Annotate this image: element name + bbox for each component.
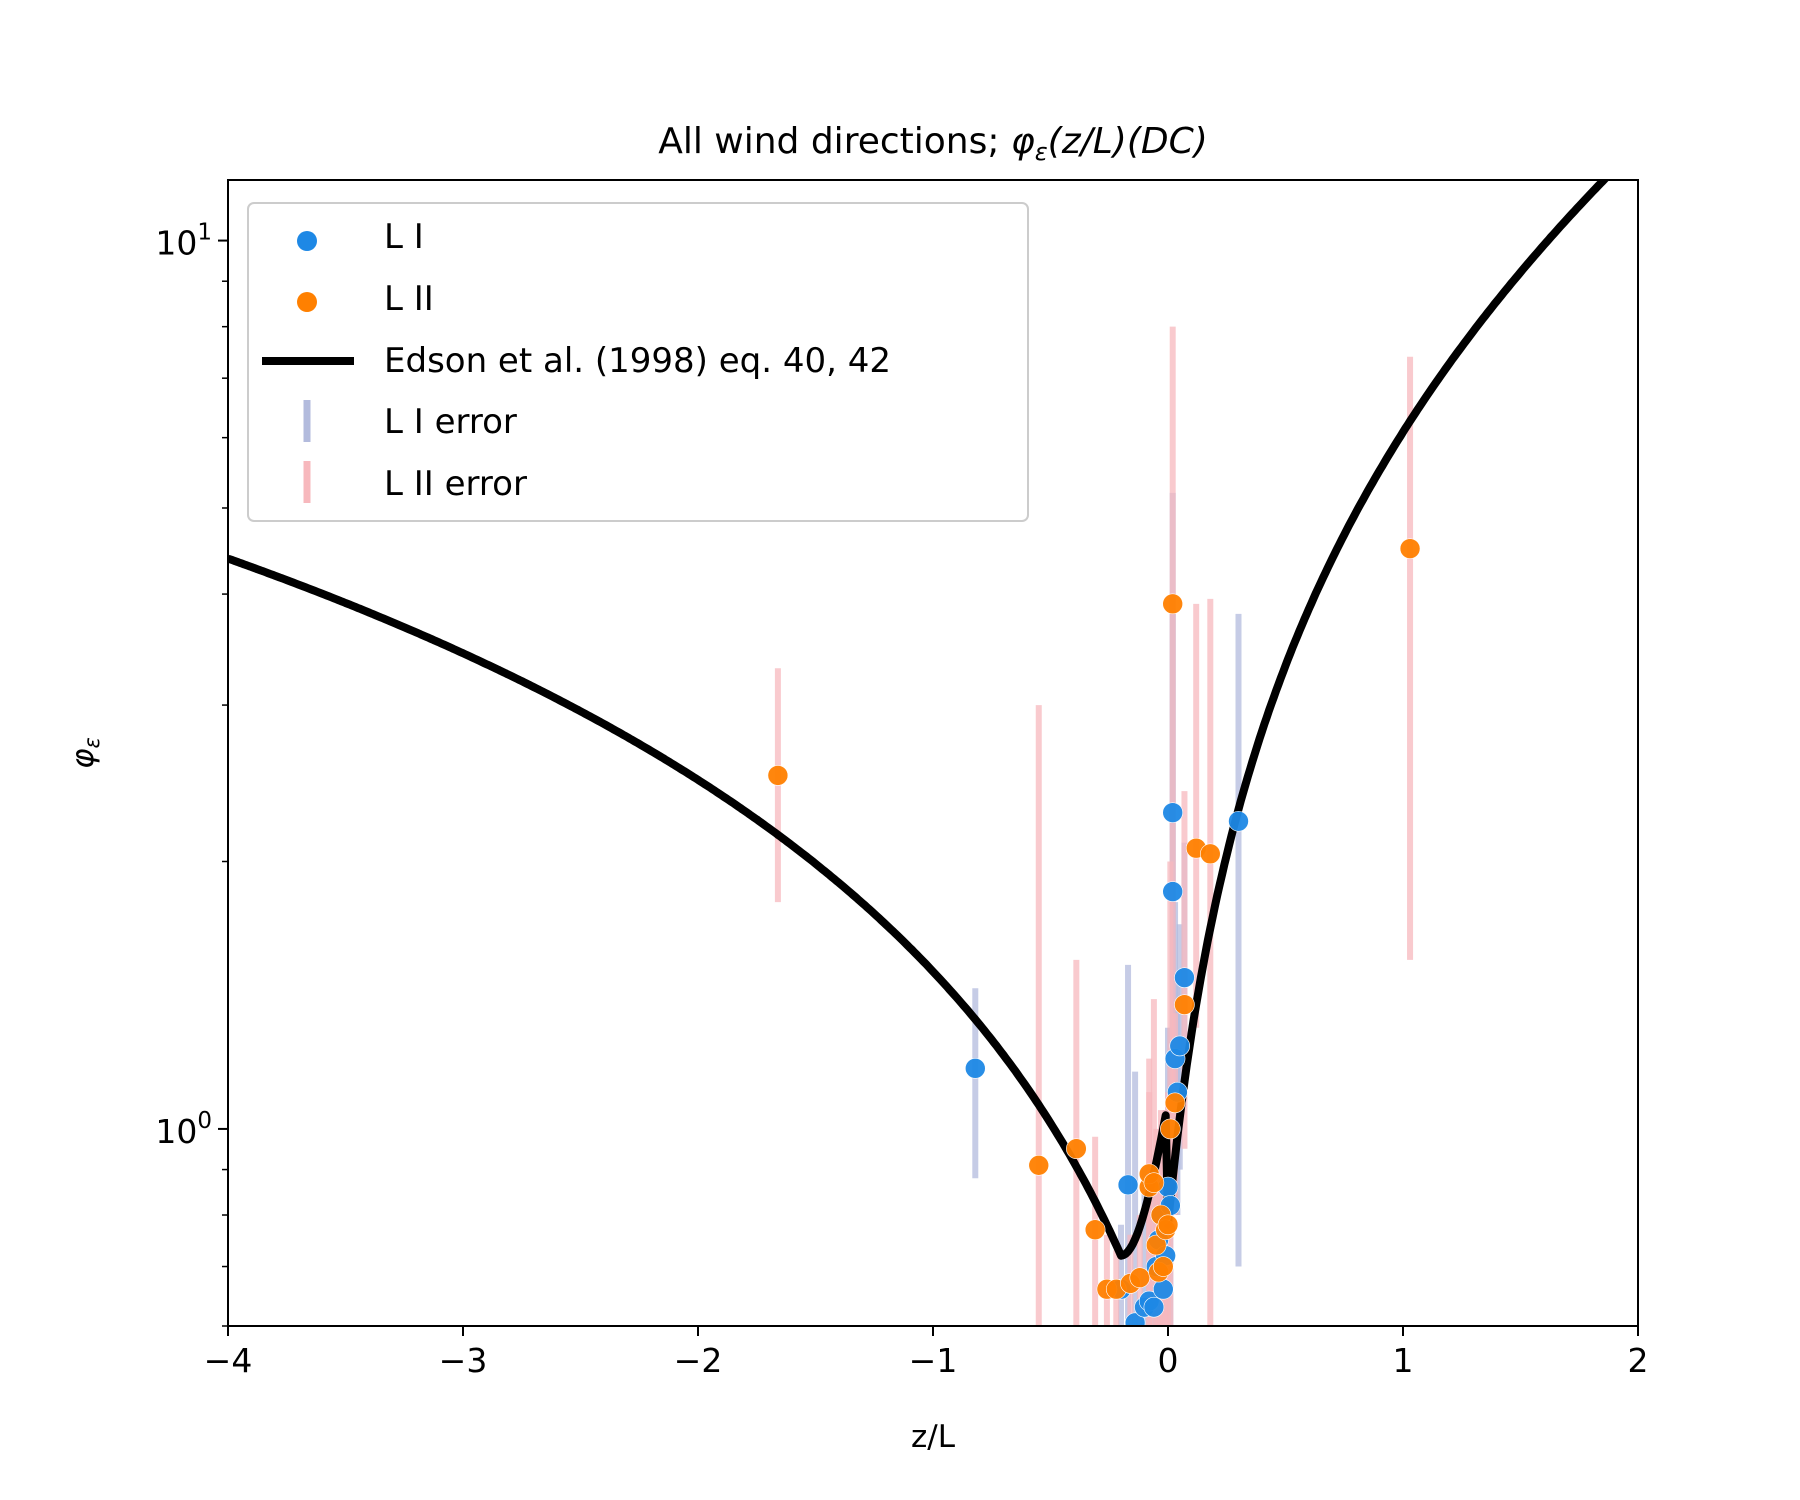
l2-point <box>1174 994 1195 1015</box>
legend-marker-l1 <box>297 231 317 251</box>
l1-point <box>1143 1296 1165 1318</box>
y-tick-label: 100 <box>155 1108 212 1151</box>
legend-label-l1-error: L I error <box>384 402 517 442</box>
data-points <box>767 538 1421 1326</box>
y-axis-label-symbol: φ <box>65 748 101 769</box>
l2-point <box>767 765 789 786</box>
l2-point <box>1066 1138 1087 1160</box>
legend-label-l2-error: L II error <box>384 464 527 504</box>
l2-point <box>1028 1155 1050 1176</box>
chart-title: All wind directions; φε(z/L)(DC) <box>658 121 1208 166</box>
x-tick-label: 2 <box>1628 1341 1649 1380</box>
legend-label-l1: L I <box>384 217 424 257</box>
l2-point <box>1164 1092 1186 1114</box>
l1-point <box>1117 1174 1139 1196</box>
l2-point <box>1153 1256 1174 1277</box>
x-tick-label: −1 <box>909 1341 958 1380</box>
l2-point <box>1143 1172 1165 1193</box>
l2-point <box>1145 1234 1167 1256</box>
l1-point <box>1162 802 1183 823</box>
legend: L I L II Edson et al. (1998) eq. 40, 42 … <box>247 202 1029 522</box>
chart-title-rest: (z/L)(DC) <box>1048 121 1208 162</box>
fit-curve-layer <box>228 180 1610 1260</box>
l2-point <box>1399 538 1421 559</box>
l2-point <box>1162 593 1183 615</box>
y-axis-label-subscript: ε <box>80 737 104 748</box>
l1-point <box>1228 810 1249 832</box>
fit-curve <box>228 180 1610 1260</box>
l2-point <box>1200 843 1221 865</box>
chart-title-text: All wind directions; <box>658 121 1011 162</box>
x-tick-label: −3 <box>439 1341 488 1380</box>
l2-point <box>1084 1219 1106 1241</box>
chart-title-symbol: φ <box>1011 121 1035 162</box>
l2-point <box>1160 1118 1181 1140</box>
legend-box <box>247 202 1029 522</box>
l1-point <box>1169 1035 1191 1057</box>
l2-point <box>1129 1267 1151 1289</box>
y-tick-label: 101 <box>155 220 212 263</box>
x-tick-label: −4 <box>204 1341 253 1380</box>
x-axis-ticks: −4 −3 −2 −1 0 1 2 <box>204 1326 1649 1380</box>
x-tick-label: −2 <box>674 1341 723 1380</box>
x-tick-label: 0 <box>1158 1341 1179 1380</box>
l2-point <box>1157 1214 1179 1236</box>
y-axis-ticks: 100 101 <box>155 220 228 1327</box>
l1-point <box>1174 967 1195 988</box>
l1-point <box>964 1058 986 1079</box>
chart-title-subscript: ε <box>1035 138 1048 166</box>
l1-point <box>1153 1278 1174 1300</box>
legend-label-l2: L II <box>384 279 434 319</box>
legend-marker-l2 <box>297 292 317 312</box>
legend-label-fit: Edson et al. (1998) eq. 40, 42 <box>384 341 891 381</box>
x-axis-label: z/L <box>911 1419 956 1455</box>
l1-point <box>1162 881 1183 902</box>
x-tick-label: 1 <box>1393 1341 1414 1380</box>
y-axis-label: φε <box>65 737 104 769</box>
